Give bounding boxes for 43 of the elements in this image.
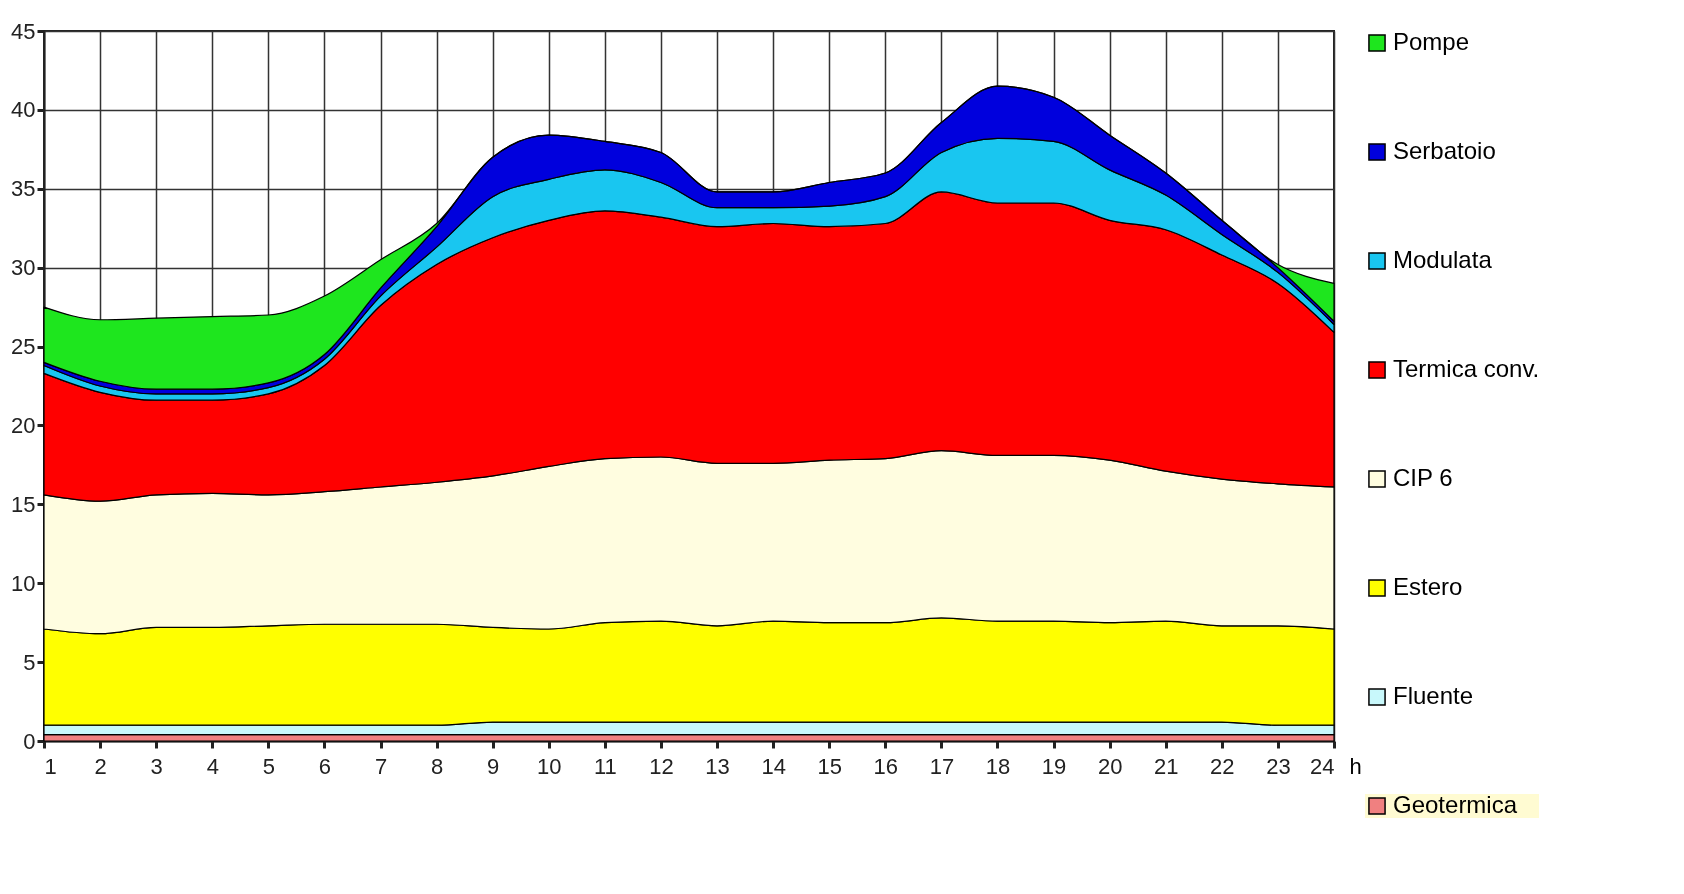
legend-label: Estero bbox=[1393, 573, 1463, 600]
y-tick-label: 10 bbox=[11, 570, 36, 596]
x-tick-label: 2 bbox=[94, 753, 107, 779]
x-tick-label: 11 bbox=[593, 753, 617, 779]
x-tick-label: 3 bbox=[150, 753, 163, 779]
x-tick-label: 5 bbox=[262, 753, 275, 779]
legend-label: Pompe bbox=[1393, 28, 1470, 55]
x-tick-label: 7 bbox=[374, 753, 388, 779]
y-tick-label: 30 bbox=[11, 255, 36, 281]
legend-label: CIP 6 bbox=[1393, 464, 1453, 491]
x-tick-label: 14 bbox=[761, 753, 786, 779]
legend-label: Geotermica bbox=[1393, 791, 1518, 818]
x-tick-label: 15 bbox=[817, 753, 842, 779]
y-tick-label: 20 bbox=[11, 412, 36, 438]
y-tick-label: 45 bbox=[11, 18, 36, 44]
legend-label: Serbatoio bbox=[1393, 137, 1496, 164]
x-tick-label: 9 bbox=[487, 753, 500, 779]
y-tick-label: 35 bbox=[11, 176, 36, 202]
x-tick-label: 21 bbox=[1154, 753, 1179, 779]
y-tick-label: 25 bbox=[11, 334, 36, 360]
x-tick-label: 20 bbox=[1097, 753, 1123, 779]
y-tick-label: 0 bbox=[23, 728, 36, 754]
x-axis-title: h bbox=[1349, 753, 1362, 779]
legend-label: Fluente bbox=[1393, 682, 1474, 709]
x-tick-label: 24 bbox=[1310, 753, 1335, 779]
x-tick-label: 1 bbox=[44, 753, 57, 779]
legend-label: Modulata bbox=[1393, 246, 1493, 273]
x-tick-label: 6 bbox=[318, 753, 332, 779]
x-tick-label: 23 bbox=[1266, 753, 1291, 779]
x-tick-label: 10 bbox=[537, 753, 562, 779]
x-tick-label: 16 bbox=[873, 753, 899, 779]
y-tick-label: 40 bbox=[11, 97, 36, 123]
x-tick-label: 17 bbox=[929, 753, 955, 779]
x-tick-label: 12 bbox=[649, 753, 674, 779]
y-tick-label: 15 bbox=[11, 491, 36, 517]
y-tick-label: 5 bbox=[23, 649, 36, 675]
x-tick-label: 18 bbox=[985, 753, 1011, 779]
legend-label: Termica conv. bbox=[1393, 355, 1540, 382]
x-tick-label: 13 bbox=[705, 753, 730, 779]
x-tick-label: 8 bbox=[430, 753, 444, 779]
x-tick-label: 22 bbox=[1210, 753, 1235, 779]
x-tick-label: 4 bbox=[206, 753, 219, 779]
x-tick-label: 19 bbox=[1041, 753, 1067, 779]
